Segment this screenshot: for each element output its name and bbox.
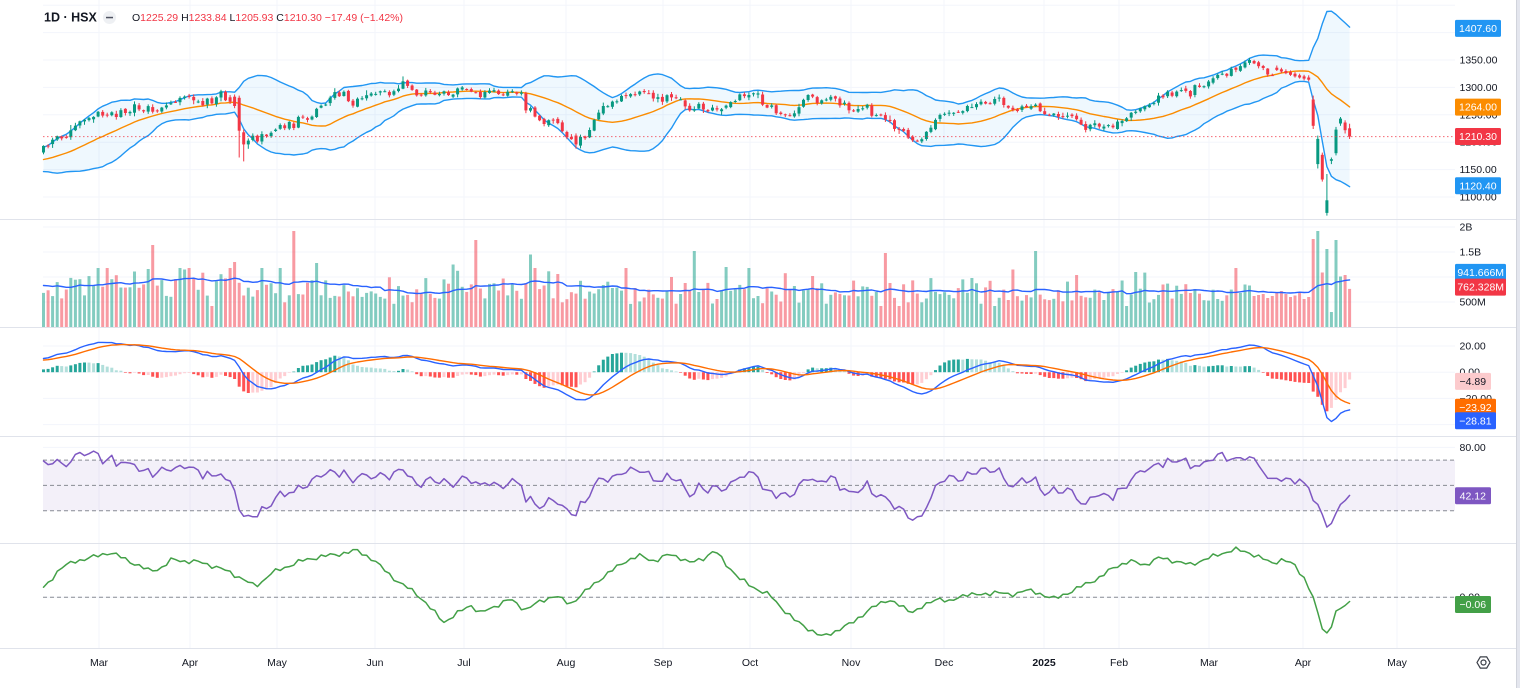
svg-text:Sep: Sep: [654, 657, 673, 669]
svg-text:Apr: Apr: [182, 657, 199, 669]
svg-text:1.5B: 1.5B: [1460, 247, 1482, 259]
svg-text:Oct: Oct: [742, 657, 758, 669]
svg-text:Mar: Mar: [1200, 657, 1219, 669]
svg-text:Dec: Dec: [935, 657, 954, 669]
svg-text:May: May: [1387, 657, 1408, 669]
svg-text:1210.30: 1210.30: [1459, 131, 1497, 143]
svg-text:Apr: Apr: [1295, 657, 1312, 669]
svg-text:−0.06: −0.06: [1460, 599, 1487, 611]
svg-text:Jun: Jun: [367, 657, 384, 669]
svg-text:1120.40: 1120.40: [1459, 180, 1496, 192]
svg-text:1407.60: 1407.60: [1459, 23, 1497, 35]
svg-text:1300.00: 1300.00: [1460, 82, 1498, 94]
svg-text:Mar: Mar: [90, 657, 109, 669]
svg-text:1350.00: 1350.00: [1460, 55, 1498, 67]
svg-text:1150.00: 1150.00: [1460, 164, 1497, 176]
svg-text:20.00: 20.00: [1460, 341, 1486, 353]
svg-text:−28.81: −28.81: [1459, 415, 1492, 427]
svg-text:−23.92: −23.92: [1459, 402, 1492, 414]
svg-text:2B: 2B: [1460, 222, 1473, 234]
svg-text:42.12: 42.12: [1460, 490, 1486, 502]
svg-text:O1225.29 H1233.84 L1205.93 C12: O1225.29 H1233.84 L1205.93 C1210.30 −17.…: [132, 12, 403, 24]
svg-text:1264.00: 1264.00: [1459, 102, 1497, 114]
svg-text:762.328M: 762.328M: [1457, 282, 1504, 294]
svg-text:Jul: Jul: [457, 657, 470, 669]
svg-text:Feb: Feb: [1110, 657, 1128, 669]
svg-text:−4.89: −4.89: [1460, 376, 1487, 388]
svg-text:Nov: Nov: [842, 657, 861, 669]
svg-text:May: May: [267, 657, 288, 669]
svg-text:2025: 2025: [1032, 657, 1056, 669]
svg-text:941.666M: 941.666M: [1457, 267, 1504, 279]
svg-text:500M: 500M: [1460, 297, 1486, 309]
svg-text:1D · HSX: 1D · HSX: [44, 11, 97, 25]
svg-text:80.00: 80.00: [1460, 442, 1486, 454]
svg-text:Aug: Aug: [557, 657, 576, 669]
